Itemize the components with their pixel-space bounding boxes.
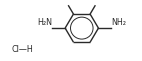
Text: H₂N: H₂N bbox=[37, 18, 52, 27]
Text: NH₂: NH₂ bbox=[112, 18, 127, 27]
Text: Cl—H: Cl—H bbox=[11, 45, 33, 54]
